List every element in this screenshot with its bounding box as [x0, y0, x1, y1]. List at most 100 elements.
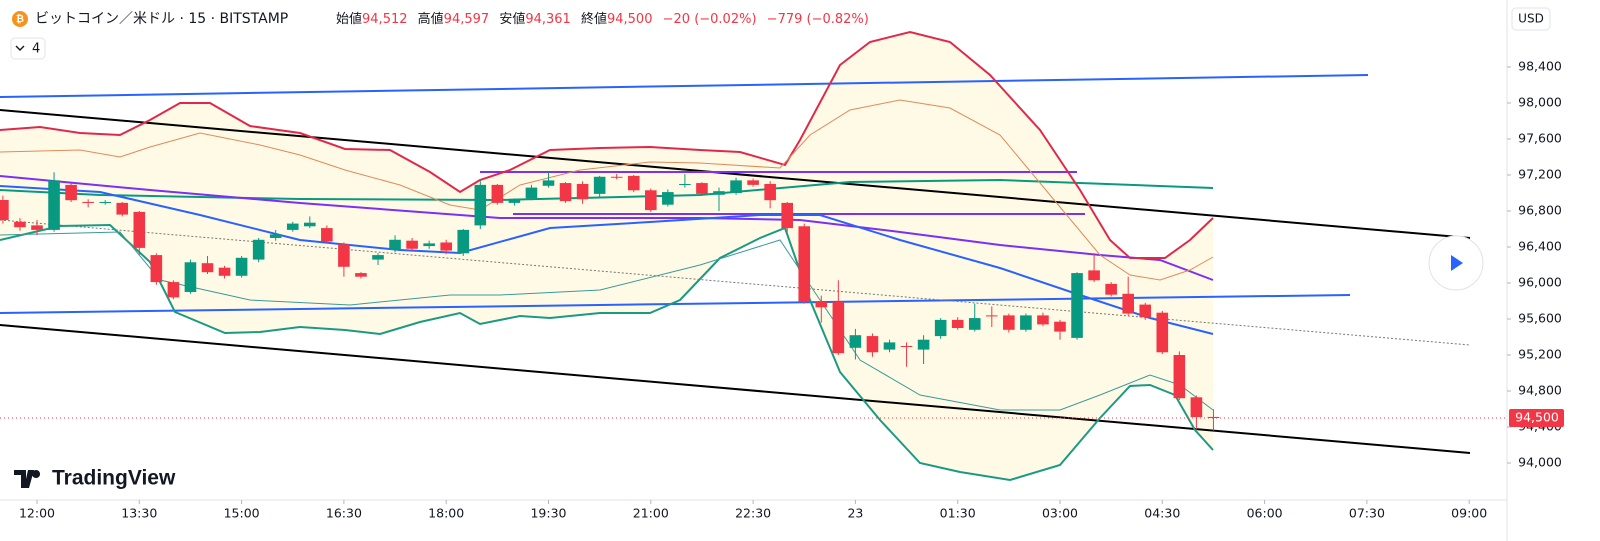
- x-tick-label: 18:00: [428, 506, 464, 521]
- candle-body: [235, 257, 248, 276]
- candle-body: [1003, 315, 1015, 330]
- ohlc-value: 94,597: [444, 12, 490, 27]
- ohlc: 始値94,512 高値94,597 安値94,361 終値94,500 −20 …: [336, 11, 869, 27]
- candle-body: [201, 263, 214, 273]
- candles: [0, 172, 1505, 431]
- x-tick-label: 19:30: [530, 506, 566, 521]
- bollinger-inner-upper: [0, 99, 1214, 281]
- candle-body: [1139, 304, 1152, 318]
- y-tick-label: 96,400: [1518, 238, 1562, 253]
- candle-body: [269, 234, 282, 238]
- ohlc-value: 94,512: [362, 12, 408, 27]
- x-tick-label: 01:30: [940, 506, 976, 521]
- change: −20 (−0.02%): [663, 12, 757, 27]
- ohlc-label: 始値: [336, 11, 362, 27]
- candle-body: [951, 319, 964, 328]
- candle-body: [423, 243, 435, 247]
- bitcoin-icon-glyph: ₿: [16, 13, 24, 25]
- moving-average: [0, 178, 1214, 202]
- candle-body: [866, 336, 879, 353]
- candle-body: [730, 180, 742, 193]
- candle-body: [696, 183, 708, 194]
- bollinger-lower: [0, 223, 1214, 482]
- candle-body: [440, 242, 452, 251]
- x-tick-label: 23: [847, 506, 863, 521]
- candle-body: [593, 176, 606, 194]
- candle-body: [1122, 293, 1134, 314]
- change-day: −779 (−0.82%): [767, 12, 869, 27]
- x-tick-label: 07:30: [1349, 506, 1385, 521]
- candle-body: [1207, 416, 1220, 419]
- moving-average: [0, 185, 1214, 335]
- indicator-count: 4: [32, 42, 40, 57]
- brand-logo: [14, 470, 41, 488]
- trend-line: [0, 109, 1471, 239]
- candle-body: [627, 175, 640, 191]
- ohlc-label: 高値: [418, 11, 444, 27]
- currency-button[interactable]: [1511, 7, 1551, 31]
- x-tick-label: 22:30: [735, 506, 771, 521]
- candle-body: [542, 180, 555, 186]
- candle-body: [150, 255, 163, 283]
- candle-body: [934, 319, 947, 337]
- candle-body: [321, 228, 333, 242]
- y-tick-label: 95,600: [1518, 310, 1562, 325]
- candle-body: [781, 202, 793, 229]
- candle-body: [406, 240, 418, 249]
- bollinger-upper: [0, 30, 1214, 259]
- candle-body: [764, 183, 776, 201]
- candle-body: [474, 184, 487, 226]
- brand: TradingView: [52, 467, 176, 490]
- moving-average: [0, 175, 1214, 281]
- x-tick-label: 04:30: [1144, 506, 1180, 521]
- y-tick-label: 95,200: [1518, 346, 1562, 361]
- candle-body: [218, 267, 231, 276]
- candle-body: [849, 335, 862, 348]
- candle-body: [1054, 321, 1066, 332]
- bitcoin-icon: [12, 11, 28, 27]
- bollinger-inner-lower: [0, 231, 1214, 411]
- candle-body: [0, 200, 9, 220]
- candle-body: [82, 201, 94, 203]
- candle-body: [747, 180, 759, 185]
- symbol[interactable]: ビットコイン／米ドル · 15 · BITSTAMP: [35, 11, 288, 27]
- axes: 94,00094,40094,80095,20095,60096,00096,4…: [19, 58, 1562, 520]
- play-icon: [1451, 255, 1463, 271]
- x-tick-label: 21:00: [633, 506, 669, 521]
- candle-body: [1088, 270, 1100, 281]
- y-tick-label: 96,800: [1518, 202, 1562, 217]
- candle-body: [355, 273, 367, 277]
- candle-body: [1190, 397, 1203, 418]
- candle-body: [1037, 315, 1049, 325]
- indicator-toggle[interactable]: [10, 37, 46, 60]
- ohlc-label: 安値: [499, 11, 525, 27]
- x-tick-label: 09:00: [1451, 506, 1487, 521]
- y-tick-label: 94,000: [1518, 455, 1562, 470]
- price-tag: [1509, 409, 1564, 428]
- candle-body: [832, 301, 845, 354]
- ohlc-label: 終値: [581, 11, 607, 27]
- candle-body: [576, 183, 589, 200]
- x-tick-label: 15:00: [224, 506, 260, 521]
- y-tick-label: 98,400: [1518, 58, 1562, 73]
- candle-body: [798, 226, 811, 302]
- y-tick-label: 97,200: [1518, 166, 1562, 181]
- candle-body: [14, 221, 26, 228]
- candle-body: [491, 184, 504, 203]
- y-tick-label: 96,000: [1518, 274, 1562, 289]
- x-tick-label: 13:30: [121, 506, 157, 521]
- candle-body: [815, 301, 828, 308]
- x-tick-label: 06:00: [1247, 506, 1283, 521]
- y-tick-label: 97,600: [1518, 130, 1562, 145]
- bollinger-fill: [0, 32, 1213, 480]
- candle-body: [184, 262, 197, 292]
- candle-body: [389, 239, 401, 250]
- candle-body: [968, 318, 981, 330]
- candle-body: [116, 202, 129, 215]
- x-tick-label: 12:00: [19, 506, 55, 521]
- candle-body: [252, 239, 265, 260]
- price-tag-group: 94,500: [1509, 409, 1564, 428]
- candle-body: [457, 229, 470, 254]
